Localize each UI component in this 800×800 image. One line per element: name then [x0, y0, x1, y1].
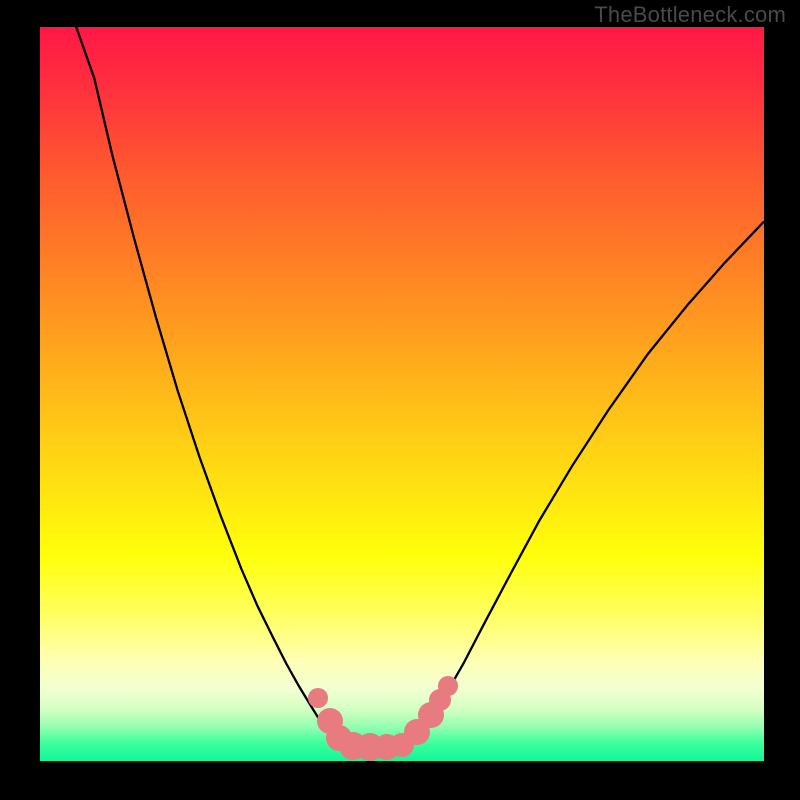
marker-layer: [40, 27, 764, 761]
watermark-text: TheBottleneck.com: [594, 2, 786, 28]
plot-area: [40, 27, 764, 761]
marker-point: [308, 688, 328, 708]
marker-point: [438, 676, 458, 696]
canvas: TheBottleneck.com: [0, 0, 800, 800]
